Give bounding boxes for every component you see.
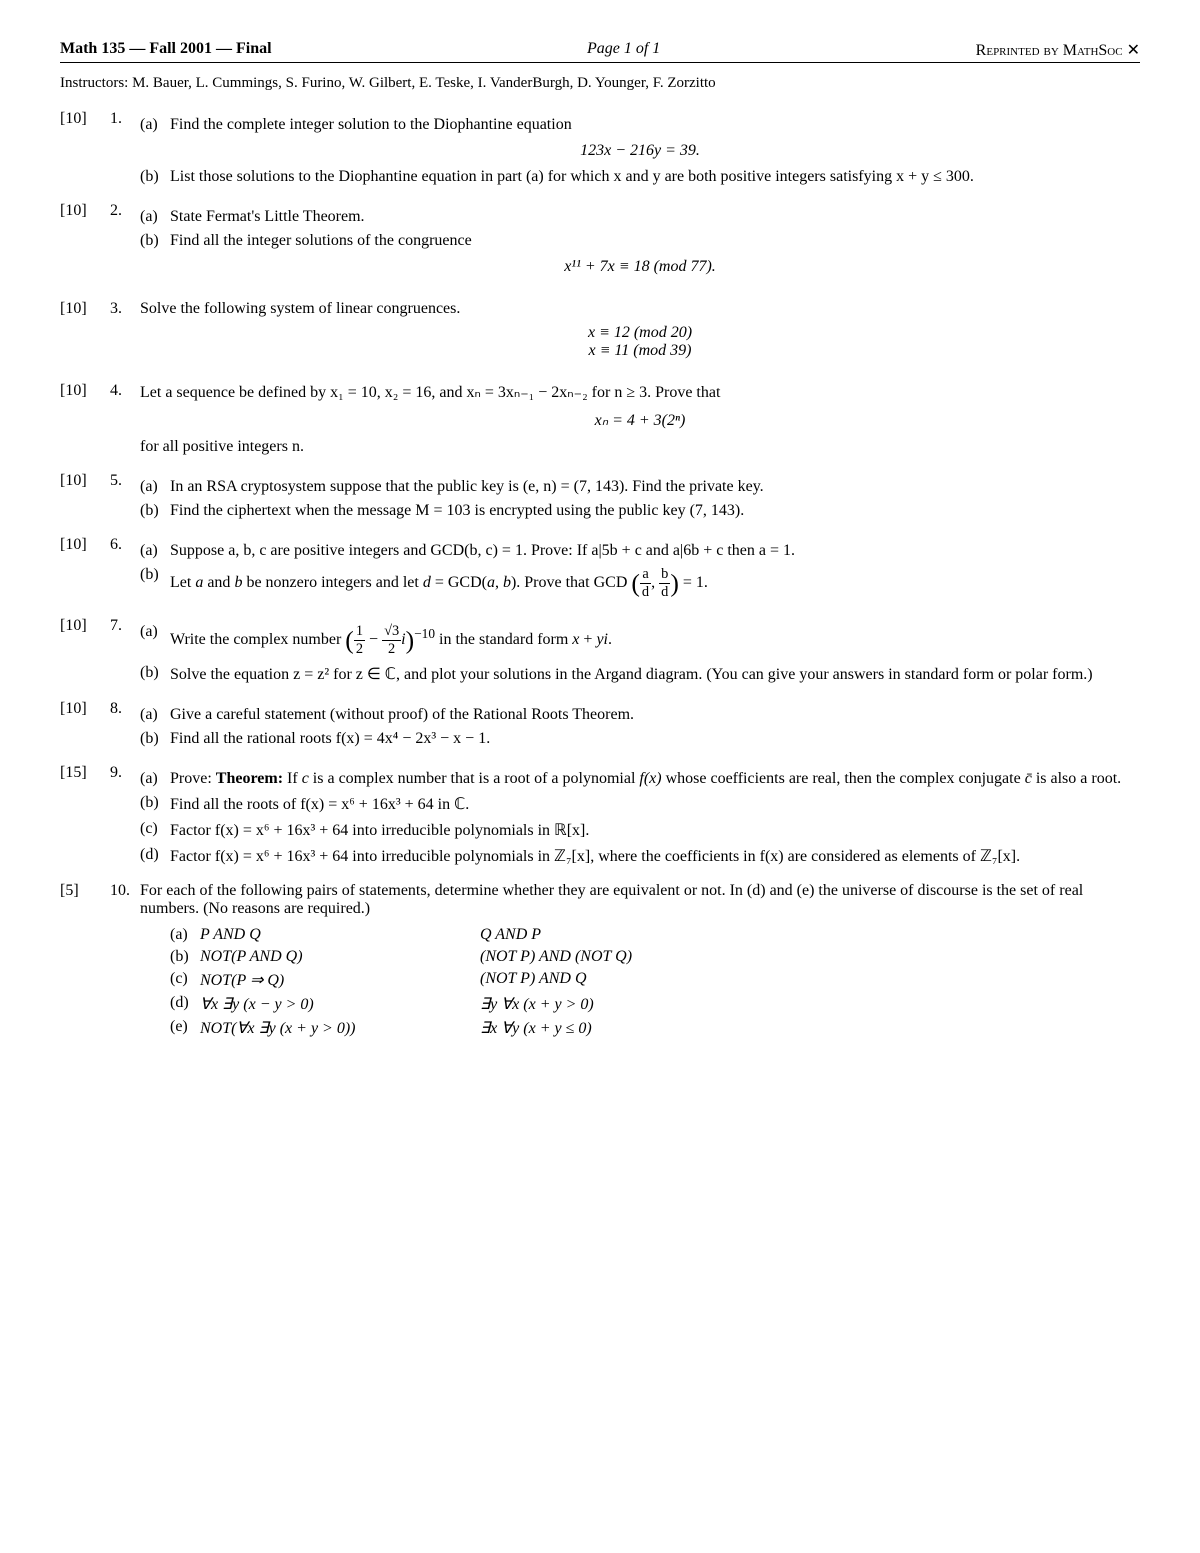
part-text: Find the complete integer solution to th… <box>170 116 1140 134</box>
stmt-b: (NOT P) AND Q <box>480 970 1140 990</box>
equation: x¹¹ + 7x ≡ 18 (mod 77). <box>140 258 1140 276</box>
problem-number: 5. <box>110 472 140 520</box>
instructors: Instructors: M. Bauer, L. Cummings, S. F… <box>60 75 1140 92</box>
part-text: Factor f(x) = x⁶ + 16x³ + 64 into irredu… <box>170 846 1140 866</box>
part-text: Find all the roots of f(x) = x⁶ + 16x³ +… <box>170 794 1140 814</box>
problem-number: 8. <box>110 700 140 748</box>
stmt-b: ∃x ∀y (x + y ≤ 0) <box>480 1018 1140 1038</box>
part-text: List those solutions to the Diophantine … <box>170 168 1140 186</box>
stmt-a: NOT(P AND Q) <box>200 948 480 966</box>
part-label: (a) <box>140 542 170 560</box>
part-label: (b) <box>140 730 170 748</box>
part-label: (a) <box>140 478 170 496</box>
header-right: Reprinted by MathSoc ✕ <box>976 40 1140 60</box>
problem-lead: For each of the following pairs of state… <box>140 882 1140 918</box>
points: [10] <box>60 617 110 684</box>
part-label: (a) <box>140 208 170 226</box>
points: [15] <box>60 764 110 866</box>
part-label: (b) <box>140 566 170 601</box>
problem-1: [10] 1. (a)Find the complete integer sol… <box>60 110 1140 186</box>
row-label: (d) <box>170 994 200 1014</box>
problem-number: 7. <box>110 617 140 684</box>
points: [10] <box>60 472 110 520</box>
problem-number: 3. <box>110 300 140 366</box>
problem-10: [5] 10. For each of the following pairs … <box>60 882 1140 1042</box>
stmt-a: NOT(P ⇒ Q) <box>200 970 480 990</box>
row-label: (e) <box>170 1018 200 1038</box>
problem-lead: Let a sequence be defined by x₁ = 10, x₂… <box>140 382 1140 402</box>
part-label: (b) <box>140 232 170 250</box>
header: Math 135 — Fall 2001 — Final Page 1 of 1… <box>60 40 1140 63</box>
part-text: Find the ciphertext when the message M =… <box>170 502 1140 520</box>
part-label: (c) <box>140 820 170 840</box>
part-label: (b) <box>140 168 170 186</box>
logic-table: (a)P AND QQ AND P (b)NOT(P AND Q)(NOT P)… <box>170 926 1140 1038</box>
equation: xₙ = 4 + 3(2ⁿ) <box>140 410 1140 430</box>
problem-lead: Solve the following system of linear con… <box>140 300 1140 318</box>
stmt-a: ∀x ∃y (x − y > 0) <box>200 994 480 1014</box>
points: [10] <box>60 536 110 601</box>
header-center: Page 1 of 1 <box>587 40 660 60</box>
row-label: (b) <box>170 948 200 966</box>
part-label: (b) <box>140 664 170 684</box>
problem-9: [15] 9. (a)Prove: Theorem: If c is a com… <box>60 764 1140 866</box>
problem-number: 9. <box>110 764 140 866</box>
part-text: Prove: Theorem: If c is a complex number… <box>170 770 1140 788</box>
part-text: Write the complex number (12 − √32i)−10 … <box>170 623 1140 658</box>
part-text: Let a and b be nonzero integers and let … <box>170 566 1140 601</box>
problem-8: [10] 8. (a)Give a careful statement (wit… <box>60 700 1140 748</box>
part-text: State Fermat's Little Theorem. <box>170 208 1140 226</box>
problem-number: 6. <box>110 536 140 601</box>
problem-number: 1. <box>110 110 140 186</box>
part-label: (a) <box>140 706 170 724</box>
stmt-b: ∃y ∀x (x + y > 0) <box>480 994 1140 1014</box>
equation: x ≡ 12 (mod 20) <box>140 324 1140 342</box>
problem-4: [10] 4. Let a sequence be defined by x₁ … <box>60 382 1140 456</box>
stmt-a: NOT(∀x ∃y (x + y > 0)) <box>200 1018 480 1038</box>
problem-2: [10] 2. (a)State Fermat's Little Theorem… <box>60 202 1140 284</box>
part-label: (a) <box>140 623 170 658</box>
row-label: (a) <box>170 926 200 944</box>
part-text: Factor f(x) = x⁶ + 16x³ + 64 into irredu… <box>170 820 1140 840</box>
problem-5: [10] 5. (a)In an RSA cryptosystem suppos… <box>60 472 1140 520</box>
problem-number: 10. <box>110 882 140 1042</box>
part-label: (d) <box>140 846 170 866</box>
part-label: (b) <box>140 502 170 520</box>
points: [5] <box>60 882 110 1042</box>
part-label: (b) <box>140 794 170 814</box>
part-label: (a) <box>140 770 170 788</box>
problem-7: [10] 7. (a)Write the complex number (12 … <box>60 617 1140 684</box>
header-left: Math 135 — Fall 2001 — Final <box>60 40 272 60</box>
part-label: (a) <box>140 116 170 134</box>
part-text: Find all the rational roots f(x) = 4x⁴ −… <box>170 730 1140 748</box>
part-text: In an RSA cryptosystem suppose that the … <box>170 478 1140 496</box>
equation: x ≡ 11 (mod 39) <box>140 342 1140 360</box>
problem-number: 2. <box>110 202 140 284</box>
stmt-b: Q AND P <box>480 926 1140 944</box>
stmt-b: (NOT P) AND (NOT Q) <box>480 948 1140 966</box>
problem-number: 4. <box>110 382 140 456</box>
problem-3: [10] 3. Solve the following system of li… <box>60 300 1140 366</box>
equation: 123x − 216y = 39. <box>140 142 1140 160</box>
points: [10] <box>60 382 110 456</box>
problem-trail: for all positive integers n. <box>140 438 1140 456</box>
part-text: Solve the equation z = z² for z ∈ ℂ, and… <box>170 664 1140 684</box>
problem-6: [10] 6. (a)Suppose a, b, c are positive … <box>60 536 1140 601</box>
points: [10] <box>60 700 110 748</box>
part-text: Find all the integer solutions of the co… <box>170 232 1140 250</box>
row-label: (c) <box>170 970 200 990</box>
part-text: Give a careful statement (without proof)… <box>170 706 1140 724</box>
points: [10] <box>60 300 110 366</box>
part-text: Suppose a, b, c are positive integers an… <box>170 542 1140 560</box>
points: [10] <box>60 110 110 186</box>
stmt-a: P AND Q <box>200 926 480 944</box>
points: [10] <box>60 202 110 284</box>
